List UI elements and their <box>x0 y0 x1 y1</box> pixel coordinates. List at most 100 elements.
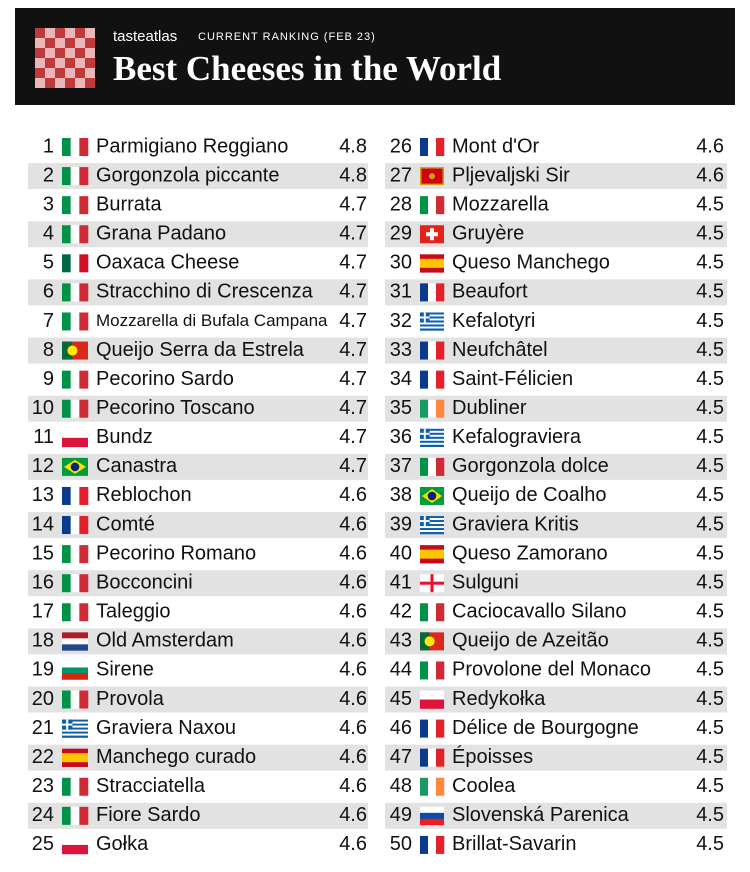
score: 4.6 <box>339 833 367 855</box>
flag <box>420 486 444 505</box>
flag-part <box>420 526 444 529</box>
flag-part <box>70 399 80 418</box>
flag-part <box>428 341 437 360</box>
flag-part <box>62 777 71 796</box>
flag <box>420 661 445 680</box>
rank: 16 <box>32 571 54 593</box>
flag-part <box>428 603 437 622</box>
flag <box>420 370 445 389</box>
cheese-name: Gruyère <box>452 223 524 245</box>
rank: 24 <box>32 804 54 826</box>
cheese-name: Grana Padano <box>96 223 226 245</box>
rank: 11 <box>33 426 54 448</box>
flag-part <box>62 545 71 564</box>
flag-part <box>62 757 88 763</box>
flag-part <box>70 806 80 825</box>
flag-part <box>62 516 71 535</box>
flag-part <box>420 520 430 523</box>
flag-part <box>62 644 88 651</box>
flag <box>420 283 445 302</box>
table-row: 28 Mozzarella 4.5 <box>390 193 724 215</box>
flag-part <box>62 731 88 734</box>
table-row: 3 Burrata 4.7 <box>43 193 367 215</box>
rank: 42 <box>390 601 412 623</box>
flag-part <box>420 520 444 523</box>
flag-part <box>62 196 71 215</box>
score: 4.5 <box>696 775 724 797</box>
table-row: 14 Comté 4.6 <box>28 512 368 539</box>
logo-cell <box>35 68 45 78</box>
cheese-name: Pecorino Toscano <box>96 397 255 419</box>
cheese-name: Provolone del Monaco <box>452 659 651 681</box>
logo-cell <box>65 58 75 68</box>
flag-part <box>436 341 445 360</box>
flag-part <box>79 167 89 186</box>
logo-cell <box>45 38 55 48</box>
score: 4.5 <box>696 397 724 419</box>
flag-part <box>79 312 89 331</box>
flag-part <box>436 603 445 622</box>
flag-part <box>62 748 88 754</box>
flag-part <box>420 314 444 317</box>
logo-cell <box>35 58 45 68</box>
flag-part <box>420 530 444 533</box>
flag-part <box>62 729 88 732</box>
cheese-name: Pecorino Sardo <box>96 368 234 390</box>
score: 4.5 <box>696 426 724 448</box>
flag <box>420 167 444 186</box>
table-row: 18 Old Amsterdam 4.6 <box>28 628 368 655</box>
rank: 9 <box>43 368 54 390</box>
logo-cell <box>85 78 95 88</box>
logo-cell <box>75 78 85 88</box>
score: 4.5 <box>696 310 724 332</box>
flag-part <box>436 835 445 854</box>
flag-part <box>62 341 73 360</box>
flag-part <box>62 312 71 331</box>
table-row: 29 Gruyère 4.5 <box>385 221 727 248</box>
rank: 35 <box>390 397 412 419</box>
score: 4.5 <box>696 601 724 623</box>
table-row: 24 Fiore Sardo 4.6 <box>28 802 368 829</box>
cheese-name: Mozzarella <box>452 193 550 215</box>
flag-part <box>420 835 429 854</box>
flag-part <box>436 370 445 389</box>
cheese-name: Mont d'Or <box>452 135 540 157</box>
flag-part <box>79 574 89 593</box>
cheese-name: Caciocavallo Silano <box>452 601 627 623</box>
score: 4.8 <box>339 135 367 157</box>
logo-cell <box>45 48 55 58</box>
cheese-name: Redykołka <box>452 688 546 710</box>
table-row: 31 Beaufort 4.5 <box>385 279 727 306</box>
flag-part <box>62 806 71 825</box>
score: 4.7 <box>339 397 367 419</box>
cheese-name: Oaxaca Cheese <box>96 252 239 274</box>
flag <box>62 254 89 273</box>
flag-part <box>70 603 80 622</box>
rank: 18 <box>32 630 54 652</box>
logo-cell <box>45 78 55 88</box>
table-row: 33 Neufchâtel 4.5 <box>385 337 727 364</box>
flag-part <box>420 436 444 439</box>
flag-part <box>420 690 444 700</box>
rank: 34 <box>390 368 412 390</box>
flag-part <box>62 370 71 389</box>
cheese-name: Queijo Serra da Estrela <box>96 339 305 361</box>
flag-part <box>420 312 444 315</box>
flag-part <box>420 528 444 531</box>
rank: 36 <box>390 426 412 448</box>
flag-part <box>79 399 89 418</box>
flag-part <box>428 399 437 418</box>
flag <box>420 574 444 593</box>
cheese-name: Queijo de Coalho <box>452 484 607 506</box>
cheese-name: Gorgonzola dolce <box>452 455 609 477</box>
flag <box>420 428 444 447</box>
flag-part <box>70 690 80 709</box>
rank: 50 <box>390 833 412 855</box>
flag-part <box>420 316 444 319</box>
flag-part <box>62 138 71 156</box>
logo-cell <box>75 28 85 38</box>
flag-part <box>420 432 430 435</box>
cheese-name: Burrata <box>96 193 162 215</box>
flag-part <box>62 428 88 439</box>
table-row: 5 Oaxaca Cheese 4.7 <box>43 252 367 274</box>
